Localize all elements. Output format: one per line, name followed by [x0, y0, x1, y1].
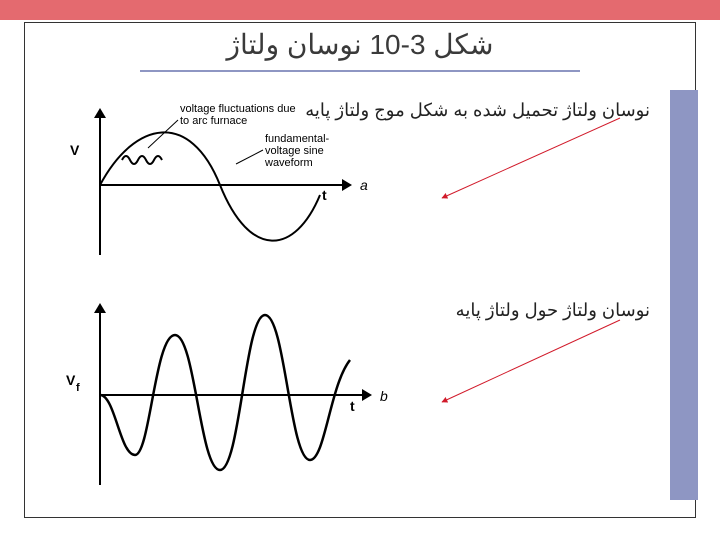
- diagram-a-y-arrowhead: [94, 108, 106, 118]
- diagram-a-fund-label-1: fundamental-: [265, 133, 330, 145]
- diagram-b-y-sub: f: [76, 382, 80, 394]
- diagram-b-x-arrowhead: [362, 389, 372, 401]
- diagram-a: voltage fluctuations due to arc furnace …: [60, 100, 390, 270]
- diagram-b-axes: [94, 303, 372, 485]
- diagram-a-fund-pointer: [236, 150, 263, 164]
- diagram-b-y-label: V: [66, 372, 76, 388]
- slide: شکل 3-10 نوسان ولتاژ نوسان ولتاژ تحمیل ش…: [0, 0, 720, 540]
- diagram-b: V f t b: [60, 295, 390, 495]
- diagram-a-subfig-label: a: [360, 177, 368, 193]
- diagram-a-y-label: V: [70, 142, 80, 158]
- diagram-a-fund-label-3: waveform: [264, 157, 313, 169]
- diagram-a-fluct-label-2: to arc furnace: [180, 115, 247, 127]
- diagram-a-t-label: t: [322, 187, 327, 203]
- diagram-b-subfig-label: b: [380, 388, 388, 404]
- diagram-b-y-arrowhead: [94, 303, 106, 313]
- diagram-b-curve: [100, 315, 350, 470]
- diagram-a-x-arrowhead: [342, 179, 352, 191]
- diagram-a-axes: [94, 108, 352, 255]
- diagram-a-fund-label-2: voltage sine: [265, 145, 324, 157]
- diagram-a-fluctuation-curve: [122, 156, 162, 164]
- arrow-top: [442, 118, 620, 198]
- diagram-a-fluct-label-1: voltage fluctuations due: [180, 103, 296, 115]
- diagram-b-t-label: t: [350, 398, 355, 414]
- arrow-bottom: [442, 320, 620, 402]
